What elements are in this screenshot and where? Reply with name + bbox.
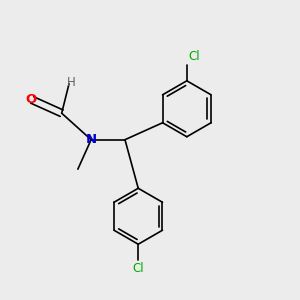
Text: H: H — [67, 76, 76, 89]
Text: Cl: Cl — [188, 50, 200, 63]
Text: Cl: Cl — [132, 262, 144, 275]
Text: N: N — [85, 133, 97, 146]
Text: O: O — [25, 93, 36, 106]
